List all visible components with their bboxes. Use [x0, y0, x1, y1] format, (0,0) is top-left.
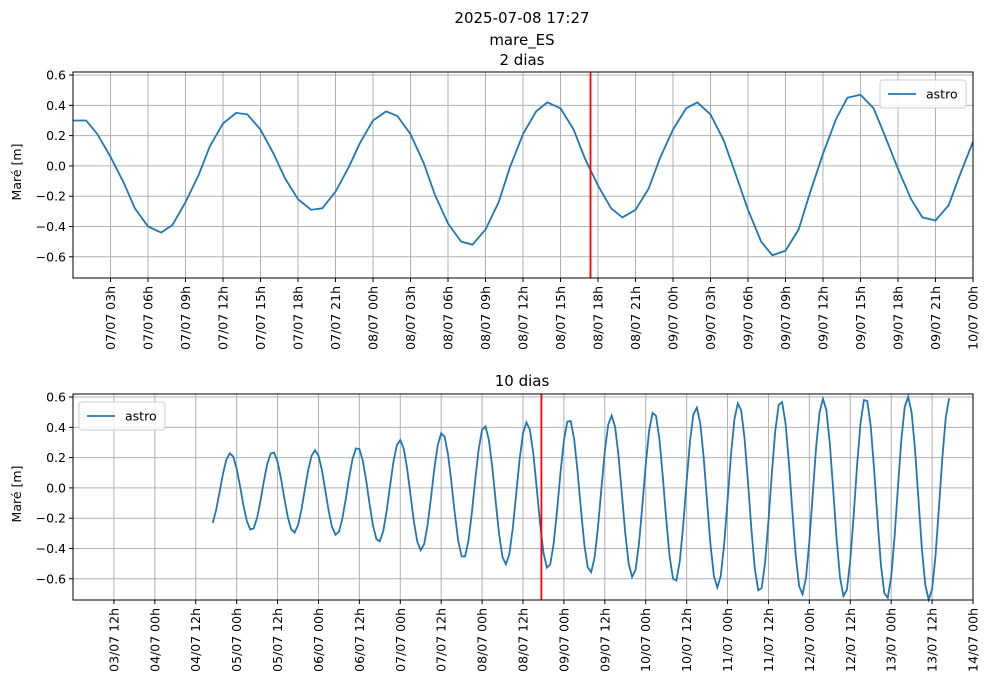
- c1-xtick-label: 07/07 09h: [178, 286, 193, 350]
- c2-xtick-label: 03/07 12h: [106, 608, 121, 672]
- c1-xtick-label: 08/07 12h: [516, 286, 531, 350]
- c1-xtick-label: 10/07 00h: [966, 286, 981, 350]
- c2-xtick-label: 04/07 00h: [147, 608, 162, 672]
- c2-ytick-label: 0.6: [46, 390, 66, 405]
- chart2-grid: [73, 394, 974, 600]
- c1-xtick-label: 08/07 03h: [403, 286, 418, 350]
- chart2-legend: astro: [78, 401, 166, 431]
- c1-ytick-label: 0.4: [46, 98, 66, 113]
- c2-ytick-label: −0.2: [36, 511, 66, 526]
- c2-ytick-label: 0.2: [46, 450, 66, 465]
- c2-xtick-label: 05/07 00h: [229, 608, 244, 672]
- c2-xtick-label: 12/07 12h: [843, 608, 858, 672]
- chart2-series-astro: [211, 393, 951, 604]
- chart1-title: 2 dias: [499, 51, 544, 69]
- c2-ytick-label: −0.4: [36, 541, 66, 556]
- c1-xtick-label: 08/07 15h: [553, 286, 568, 350]
- c2-xtick-label: 05/07 12h: [270, 608, 285, 672]
- c2-xtick-label: 04/07 12h: [188, 608, 203, 672]
- chart2-legend-label: astro: [125, 409, 157, 424]
- c1-xtick-label: 09/07 18h: [891, 286, 906, 350]
- c2-ytick-label: −0.6: [36, 571, 66, 586]
- chart1-frame: [72, 71, 974, 279]
- chart2-ylabel: Maré [m]: [9, 466, 24, 523]
- chart1-legend: astro: [879, 79, 967, 109]
- chart2-frame: [72, 393, 974, 601]
- chart2-title: 10 dias: [495, 372, 550, 390]
- c2-xtick-label: 06/07 12h: [352, 608, 367, 672]
- c1-xtick-label: 08/07 21h: [628, 286, 643, 350]
- c1-xtick-label: 08/07 09h: [478, 286, 493, 350]
- c1-xtick-label: 07/07 12h: [216, 286, 231, 350]
- c1-xtick-label: 08/07 06h: [441, 286, 456, 350]
- c2-xtick-label: 13/07 12h: [925, 608, 940, 672]
- c1-ytick-label: 0.2: [46, 128, 66, 143]
- chart1-x-ticks: 07/07 03h 07/07 06h 07/07 09h 07/07 12h 07/0…: [103, 278, 981, 350]
- chart-2-dias: −0.6−0.4−0.20.00.20.40.6 07/07 03h 07/07 …: [9, 68, 981, 350]
- c2-xtick-label: 10/07 12h: [679, 608, 694, 672]
- c2-xtick-label: 08/07 00h: [475, 608, 490, 672]
- c1-ytick-label: 0.0: [46, 158, 66, 173]
- c2-xtick-label: 11/07 00h: [720, 608, 735, 672]
- c1-ytick-label: −0.6: [36, 249, 66, 264]
- c1-ytick-label: 0.6: [46, 68, 66, 83]
- c1-ytick-label: −0.2: [36, 189, 66, 204]
- c2-xtick-label: 07/07 00h: [393, 608, 408, 672]
- c1-xtick-label: 09/07 00h: [666, 286, 681, 350]
- chart-10-dias: −0.6 −0.4 −0.2 0.0 0.2 0.4 0.6 03/07 12h 04/07 …: [9, 390, 981, 672]
- c2-xtick-label: 11/07 12h: [761, 608, 776, 672]
- c2-xtick-label: 10/07 00h: [638, 608, 653, 672]
- c1-xtick-label: 09/07 09h: [778, 286, 793, 350]
- chart2-x-ticks: 03/07 12h 04/07 00h 04/07 12h 05/07 00h 05/0…: [106, 600, 981, 672]
- c1-xtick-label: 08/07 18h: [591, 286, 606, 350]
- figure-title-line-2: mare_ES: [489, 31, 554, 50]
- c1-xtick-label: 09/07 21h: [928, 286, 943, 350]
- c2-xtick-label: 09/07 12h: [597, 608, 612, 672]
- c2-xtick-label: 12/07 00h: [802, 608, 817, 672]
- c1-xtick-label: 09/07 06h: [741, 286, 756, 350]
- c1-xtick-label: 07/07 15h: [253, 286, 268, 350]
- chart1-grid: [73, 72, 974, 278]
- c2-xtick-label: 13/07 00h: [884, 608, 899, 672]
- chart1-legend-label: astro: [926, 87, 958, 102]
- c1-xtick-label: 08/07 00h: [366, 286, 381, 350]
- c1-xtick-label: 07/07 18h: [291, 286, 306, 350]
- c2-xtick-label: 06/07 00h: [311, 608, 326, 672]
- c2-xtick-label: 09/07 00h: [556, 608, 571, 672]
- chart1-series-astro: [73, 93, 974, 257]
- figure-title-line-1: 2025-07-08 17:27: [454, 9, 589, 27]
- c1-xtick-label: 09/07 15h: [853, 286, 868, 350]
- c2-ytick-label: 0.4: [46, 420, 66, 435]
- c2-xtick-label: 14/07 00h: [966, 608, 981, 672]
- c1-xtick-label: 07/07 21h: [328, 286, 343, 350]
- c1-ytick-label: −0.4: [36, 219, 66, 234]
- chart1-y-ticks: −0.6 −0.4 −0.2 0.0 0.2 0.4 0.6: [36, 68, 73, 264]
- c1-xtick-label: 09/07 03h: [703, 286, 718, 350]
- c2-xtick-label: 07/07 12h: [434, 608, 449, 672]
- chart1-ylabel: Maré [m]: [9, 144, 24, 201]
- c1-xtick-label: 07/07 03h: [103, 286, 118, 350]
- chart2-legend-box: [78, 401, 166, 431]
- chart1-legend-box: [879, 79, 967, 109]
- c1-xtick-label: 07/07 06h: [141, 286, 156, 350]
- c1-xtick-label: 09/07 12h: [816, 286, 831, 350]
- chart2-y-ticks: −0.6 −0.4 −0.2 0.0 0.2 0.4 0.6: [36, 390, 73, 586]
- c2-ytick-label: 0.0: [46, 480, 66, 495]
- c2-xtick-label: 08/07 12h: [516, 608, 531, 672]
